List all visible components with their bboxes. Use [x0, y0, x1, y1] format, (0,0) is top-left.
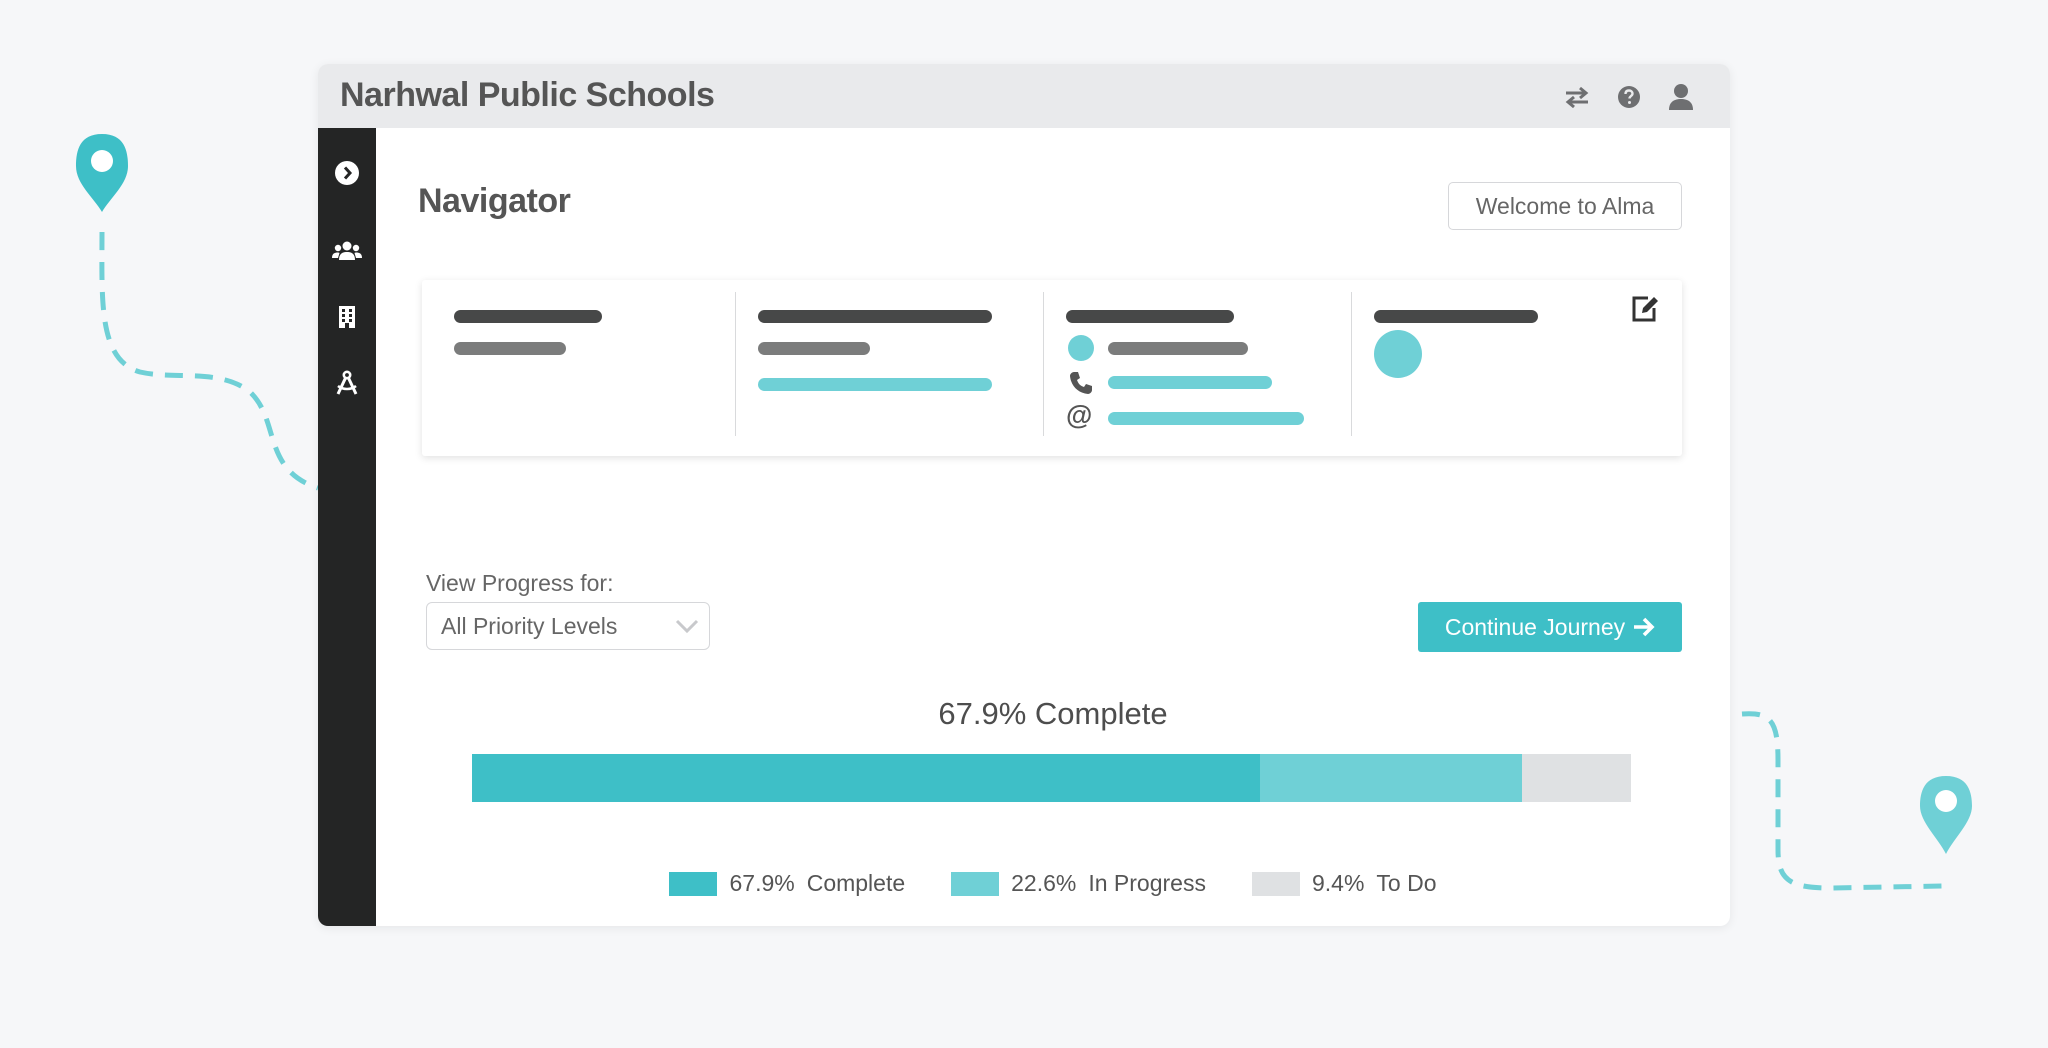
arrow-right-icon [1634, 617, 1655, 637]
placeholder-line [758, 310, 992, 323]
user-icon[interactable] [1666, 82, 1696, 112]
placeholder-link-line [758, 378, 992, 391]
edit-icon [1632, 296, 1658, 322]
priority-level-select[interactable]: All Priority Levels [426, 602, 710, 650]
phone-icon [1070, 372, 1092, 394]
status-dot [1068, 335, 1094, 361]
legend-item: 67.9% Complete [669, 870, 905, 897]
legend-label: In Progress [1088, 870, 1206, 896]
page-title: Navigator [418, 182, 571, 220]
placeholder-line [1108, 342, 1248, 355]
progress-segment-complete [472, 754, 1260, 802]
placeholder-line [1374, 310, 1538, 323]
view-progress-label: View Progress for: [426, 570, 614, 596]
placeholder-email-line [1108, 412, 1304, 425]
main-content: Navigator Welcome to Alma @ [376, 128, 1730, 926]
building-icon [339, 306, 355, 328]
priority-level-value: All Priority Levels [441, 612, 618, 639]
chevron-down-icon [675, 619, 699, 634]
users-icon [332, 241, 362, 260]
placeholder-line [454, 310, 602, 323]
placeholder-line [454, 342, 566, 355]
dashed-route-right [1741, 711, 1945, 891]
edit-button[interactable] [1630, 294, 1660, 324]
welcome-button[interactable]: Welcome to Alma [1448, 182, 1682, 230]
progress-summary-title: 67.9% Complete [938, 696, 1168, 731]
info-column-3: @ [1043, 292, 1352, 436]
sidebar-item-schools[interactable] [332, 302, 362, 332]
info-column-1 [422, 292, 736, 436]
info-card: @ [422, 280, 1682, 456]
legend-percent: 22.6% [1011, 870, 1077, 896]
legend-swatch [669, 871, 718, 896]
legend-item: 22.6% In Progress [951, 870, 1206, 897]
chevron-circle-right-icon [335, 161, 359, 185]
help-icon[interactable] [1614, 82, 1644, 112]
sidebar-item-tools[interactable] [332, 368, 362, 398]
info-column-4 [1351, 292, 1682, 436]
dashed-route-left [99, 231, 319, 491]
legend-percent: 67.9% [729, 870, 795, 896]
expand-sidebar-button[interactable] [332, 158, 362, 188]
map-pin-right-icon [1920, 776, 1972, 854]
compass-drafting-icon [336, 370, 358, 395]
progress-legend: 67.9% Complete 22.6% In Progress 9.4% To Do [376, 870, 1730, 897]
continue-journey-button[interactable]: Continue Journey [1418, 602, 1682, 652]
legend-label: Complete [806, 870, 906, 896]
map-pin-left-icon [76, 134, 128, 212]
progress-bar [472, 754, 1632, 802]
progress-segment-to-do [1521, 754, 1631, 802]
continue-journey-label: Continue Journey [1444, 613, 1626, 640]
avatar [1374, 330, 1422, 378]
swap-icon[interactable] [1562, 82, 1592, 112]
email-icon: @ [1066, 400, 1093, 430]
sidebar [318, 128, 376, 926]
progress-segment-in-progress [1259, 754, 1522, 802]
placeholder-phone-line [1108, 376, 1272, 389]
legend-percent: 9.4% [1311, 870, 1365, 896]
legend-label: To Do [1376, 870, 1437, 896]
app-window: Narhwal Public Schools [318, 64, 1730, 926]
sidebar-item-people[interactable] [332, 236, 362, 266]
placeholder-line [758, 342, 870, 355]
app-title: Narhwal Public Schools [340, 76, 715, 114]
top-bar: Narhwal Public Schools [318, 64, 1730, 128]
legend-item: 9.4% To Do [1251, 870, 1437, 897]
placeholder-line [1066, 310, 1234, 323]
info-column-2 [735, 292, 1044, 436]
legend-swatch [951, 871, 1000, 896]
legend-swatch [1251, 871, 1300, 896]
